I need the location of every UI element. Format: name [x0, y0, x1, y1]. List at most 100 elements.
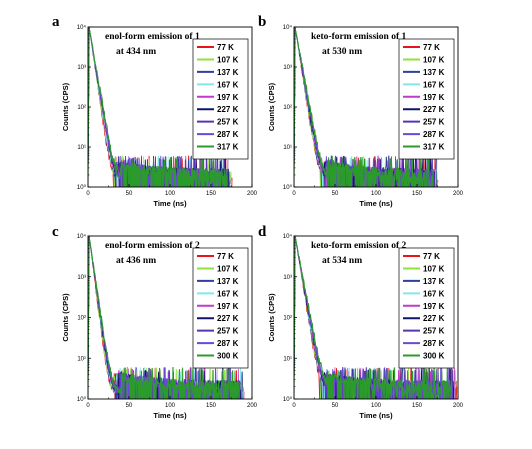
- y-tick-label: 10⁴: [77, 24, 87, 31]
- x-tick-label: 150: [412, 191, 423, 197]
- legend-entry: 137 K: [423, 277, 445, 286]
- panel-title-line1: keto-form emission of 2: [311, 241, 406, 251]
- panel-title-line1: enol-form emission of 2: [105, 241, 200, 251]
- y-tick-label: 10¹: [77, 145, 86, 151]
- x-tick-label: 100: [371, 191, 382, 197]
- y-tick-label: 10¹: [283, 145, 292, 151]
- y-tick-label: 10²: [283, 316, 292, 322]
- series-300-k-line: [88, 236, 240, 399]
- x-tick-label: 0: [292, 403, 296, 409]
- y-axis-label: Counts (CPS): [61, 293, 70, 342]
- legend-entry: 137 K: [217, 68, 239, 77]
- legend-entry: 257 K: [423, 327, 445, 336]
- panel-title-line2: at 534 nm: [322, 256, 362, 266]
- legend-entry: 107 K: [423, 55, 445, 64]
- y-axis-label: Counts (CPS): [267, 82, 276, 131]
- legend-entry: 197 K: [217, 302, 239, 311]
- panel-label: c: [52, 224, 59, 240]
- x-tick-label: 150: [206, 403, 217, 409]
- x-tick-label: 100: [165, 403, 176, 409]
- y-tick-label: 10¹: [283, 356, 292, 362]
- y-tick-label: 10⁴: [283, 24, 293, 31]
- panel-c: 0 50 100 150 200 10⁰ 10¹ 10² 10³ 10⁴ Time (ns) Coun…: [52, 224, 258, 420]
- legend-entry: 257 K: [217, 118, 239, 127]
- legend: 77 K 107 K 137 K 167 K 197 K 227 K 257 K 287 K 3…: [192, 247, 249, 369]
- series-317-k-line: [88, 27, 228, 187]
- legend-entry: 167 K: [423, 289, 445, 298]
- panel-a: 0 50 100 150 200 10⁰ 10¹ 10² 10³ 10⁴ Time (ns) Coun…: [52, 14, 258, 208]
- legend-entry: 167 K: [423, 80, 445, 89]
- legend-entry: 300 K: [423, 352, 445, 361]
- y-tick-label: 10²: [283, 105, 292, 111]
- legend-entry: 227 K: [217, 314, 239, 323]
- panel-title-line2: at 436 nm: [116, 256, 156, 266]
- y-axis-label: Counts (CPS): [61, 82, 70, 131]
- legend-entry: 77 K: [217, 43, 234, 52]
- legend-entry: 197 K: [217, 93, 239, 102]
- legend-entry: 167 K: [217, 80, 239, 89]
- x-tick-label: 150: [206, 191, 217, 197]
- y-tick-label: 10³: [283, 275, 292, 281]
- legend-entry: 77 K: [423, 43, 440, 52]
- y-axis-label: Counts (CPS): [267, 293, 276, 342]
- x-tick-label: 0: [86, 403, 90, 409]
- x-axis-label: Time (ns): [359, 411, 393, 420]
- y-tick-label: 10²: [77, 105, 86, 111]
- legend-entry: 197 K: [423, 302, 445, 311]
- x-tick-label: 200: [247, 191, 258, 197]
- x-tick-label: 200: [453, 191, 464, 197]
- legend-entry: 167 K: [217, 289, 239, 298]
- x-tick-label: 100: [371, 403, 382, 409]
- y-tick-label: 10³: [283, 65, 292, 71]
- legend-entry: 137 K: [217, 277, 239, 286]
- data-area: [294, 236, 458, 399]
- panel-label: b: [258, 14, 266, 30]
- panel-b: 0 50 100 150 200 10⁰ 10¹ 10² 10³ 10⁴ Time (ns) Coun…: [258, 14, 464, 208]
- legend: 77 K 107 K 137 K 167 K 197 K 227 K 257 K 287 K 3…: [192, 38, 249, 160]
- x-axis-label: Time (ns): [153, 199, 187, 208]
- x-tick-label: 150: [412, 403, 423, 409]
- y-tick-label: 10²: [77, 316, 86, 322]
- legend-entry: 287 K: [423, 339, 445, 348]
- series-300-k-line: [294, 236, 453, 399]
- x-tick-label: 100: [165, 191, 176, 197]
- legend-entry: 77 K: [423, 252, 440, 261]
- legend-entry: 317 K: [423, 143, 445, 152]
- legend-entry: 227 K: [423, 314, 445, 323]
- panel-title-line1: keto-form emission of 1: [311, 32, 406, 42]
- x-axis-label: Time (ns): [359, 199, 393, 208]
- y-tick-label: 10⁰: [283, 184, 293, 191]
- legend: 77 K 107 K 137 K 167 K 197 K 227 K 257 K 287 K 3…: [398, 247, 455, 369]
- legend-entry: 317 K: [217, 143, 239, 152]
- y-tick-label: 10³: [77, 275, 86, 281]
- legend-entry: 287 K: [423, 130, 445, 139]
- x-tick-label: 0: [292, 191, 296, 197]
- data-area: [88, 27, 233, 187]
- legend-entry: 300 K: [217, 352, 239, 361]
- panel-label: d: [258, 224, 267, 240]
- x-tick-label: 50: [126, 191, 133, 197]
- x-tick-label: 50: [126, 403, 133, 409]
- x-tick-label: 200: [453, 403, 464, 409]
- data-area: [88, 236, 245, 399]
- y-tick-label: 10⁴: [77, 233, 87, 240]
- panel-title-line2: at 530 nm: [322, 47, 362, 57]
- x-tick-label: 50: [332, 403, 339, 409]
- legend-entry: 257 K: [423, 118, 445, 127]
- legend-entry: 197 K: [423, 93, 445, 102]
- y-tick-label: 10⁴: [283, 233, 293, 240]
- legend-entry: 77 K: [217, 252, 234, 261]
- y-tick-label: 10⁰: [283, 396, 293, 403]
- x-tick-label: 0: [86, 191, 90, 197]
- panel-title-line1: enol-form emission of 1: [105, 32, 200, 42]
- legend: 77 K 107 K 137 K 167 K 197 K 227 K 257 K 287 K 3…: [398, 38, 455, 160]
- legend-entry: 257 K: [217, 327, 239, 336]
- y-tick-label: 10¹: [77, 356, 86, 362]
- panel-title-line2: at 434 nm: [116, 47, 156, 57]
- panel-label: a: [52, 14, 60, 30]
- legend-entry: 107 K: [217, 264, 239, 273]
- legend-entry: 107 K: [217, 55, 239, 64]
- legend-entry: 137 K: [423, 68, 445, 77]
- legend-entry: 287 K: [217, 339, 239, 348]
